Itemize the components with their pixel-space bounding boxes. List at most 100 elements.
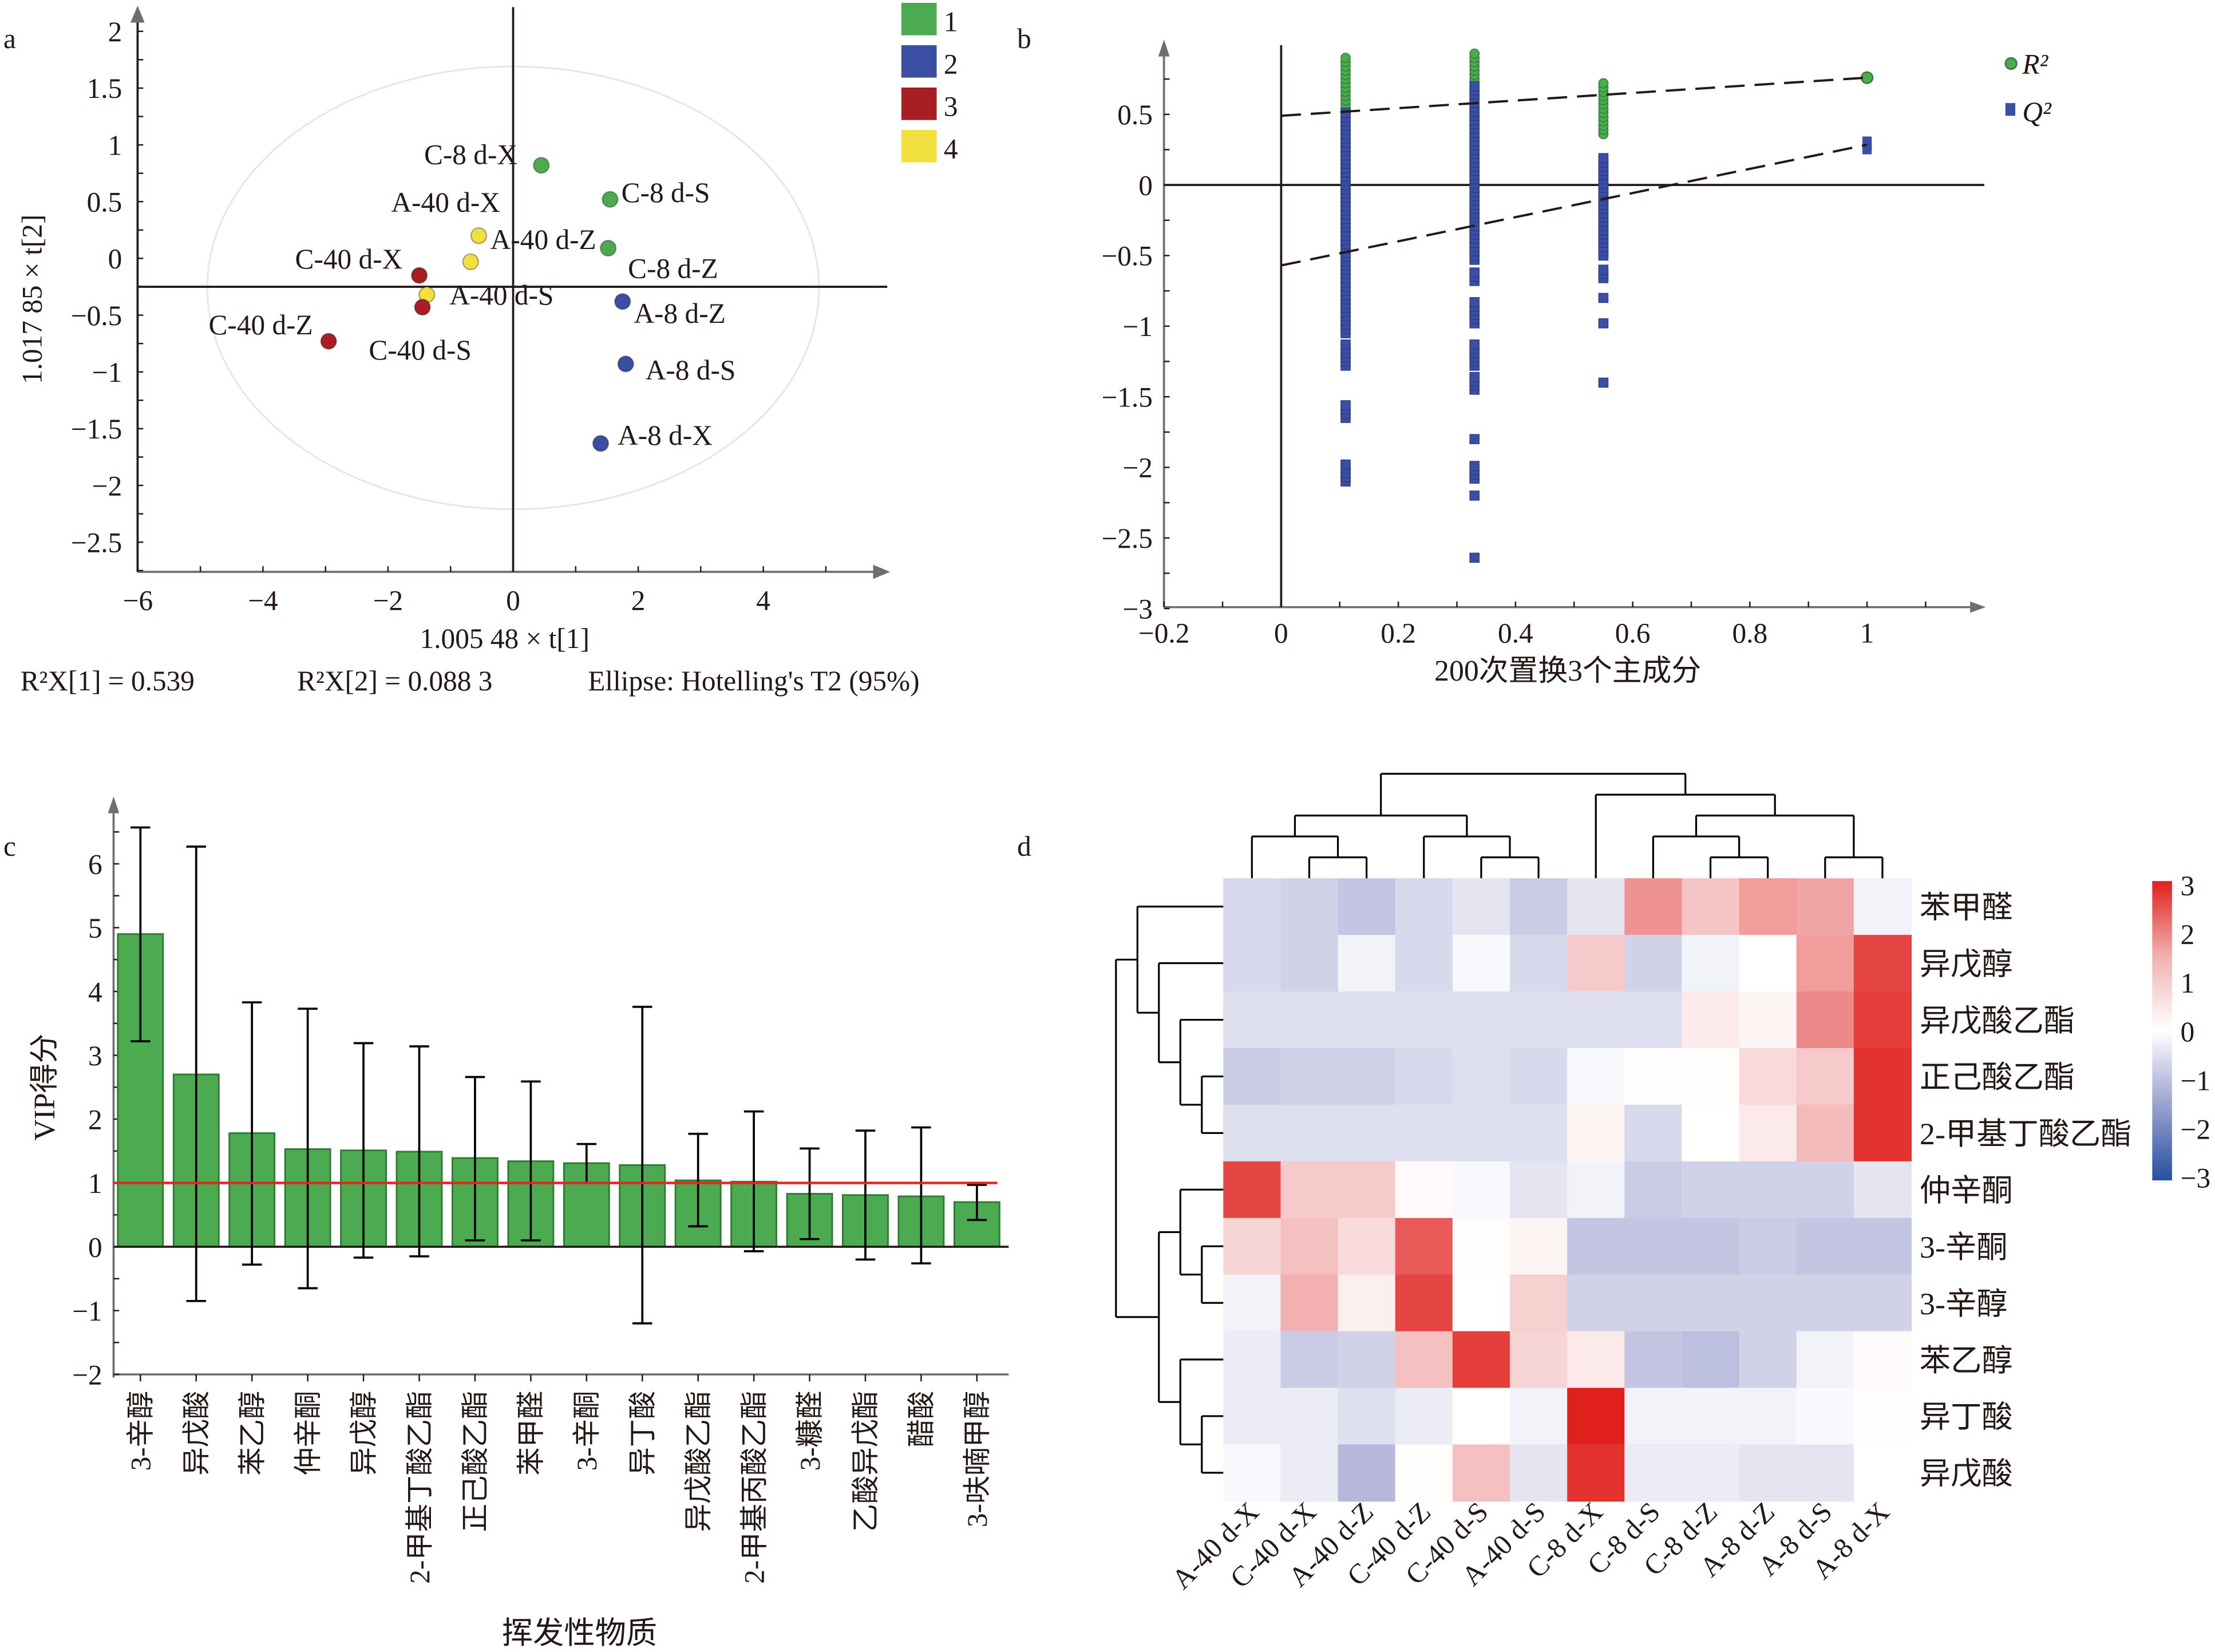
heatmap-cell [1280,1104,1339,1162]
y-tick-label: −3 [1122,593,1152,625]
category-label: 3-糠醛 [794,1391,826,1471]
heatmap-cell [1280,1388,1339,1445]
heatmap-cell [1280,1161,1339,1219]
heatmap-cell [1338,1161,1396,1219]
point-label: C-8 d-Z [628,252,718,284]
heatmap-cell [1567,935,1625,993]
heatmap-cell [1624,878,1683,936]
x-tick-label: 1 [1860,617,1874,649]
q2-original-point [1862,136,1872,146]
x-tick-label: 2 [631,585,646,616]
heatmap-cell [1395,1388,1453,1445]
score-point [532,156,550,174]
heatmap-cell [1452,1048,1510,1105]
panel-label-c: c [3,831,16,862]
score-point [414,298,431,316]
heatmap-cell [1223,1048,1281,1105]
q2-point [1340,339,1351,350]
legend-swatch-2 [901,45,937,78]
q2-point [1469,339,1480,350]
panel-a-pca-score-plot: −6 −4 −2 0 2 4 2 1.5 1 0.5 0 −0.5 −1 −1.5 −2 −2.5 1.005 … [17,2,958,697]
x-tick-label: −4 [248,585,278,616]
heatmap-cell [1624,1444,1683,1502]
legend-label: 1 [944,6,958,37]
heatmap-cell [1452,1161,1510,1219]
heatmap-cell [1280,1218,1339,1275]
legend-swatch-3 [901,87,937,120]
y-axis-arrow-icon [1158,39,1170,57]
heatmap-cell [1223,878,1281,936]
heatmap-cell [1624,1218,1683,1275]
colorbar [2152,881,2172,1181]
q2-point [1469,267,1480,278]
category-label: 异戊酸 [181,1391,212,1476]
q2-point [1469,434,1480,444]
heatmap-cell [1452,1331,1510,1389]
y-tick-label: 5 [88,912,102,944]
point-label: A-8 d-X [618,420,713,451]
heatmap-cell [1853,1048,1912,1105]
heatmap-cell [1567,1048,1625,1105]
heatmap-cell [1796,1388,1854,1445]
heatmap-cell [1796,1218,1854,1275]
ellipse-note: Ellipse: Hotelling's T2 (95%) [588,665,919,697]
heatmap-cell [1739,991,1797,1049]
heatmap-cell [1739,1274,1797,1332]
score-point [599,239,617,257]
heatmap-cell [1796,935,1854,993]
legend-label: 3 [944,90,958,122]
heatmap-cell [1223,1274,1281,1332]
heatmap-cell [1338,991,1396,1049]
y-tick-label: 3 [88,1040,102,1072]
heatmap-cell [1510,1104,1568,1162]
heatmap-cell [1682,1274,1740,1332]
heatmap-cell [1452,935,1510,993]
y-tick-label: −1 [1122,311,1152,342]
y-tick-label: 0.5 [87,187,122,218]
point-label: A-8 d-Z [634,298,725,329]
x-tick-label: 0 [506,585,520,616]
heatmap-cell [1510,878,1568,936]
category-label: 异戊醇 [348,1391,379,1476]
x-axis-arrow-icon [1970,601,1986,613]
heatmap-cell [1853,1274,1912,1332]
q2-point [1340,459,1351,470]
x-tick-label: −2 [373,585,403,616]
heatmap-cell [1223,1388,1281,1445]
panel-label-d: d [1017,831,1031,862]
row-label: 苯甲醛 [1920,890,2013,924]
legend-label: 4 [944,133,958,164]
row-label: 异戊醇 [1920,947,2013,981]
q2-point [1598,153,1609,164]
legend-swatch-4 [901,129,937,163]
heatmap-cell [1624,1331,1683,1389]
r2-point [1469,48,1480,59]
y-tick-label: 2 [88,1104,102,1135]
y-tick-label: −2 [72,1359,102,1390]
panel-c-vip-bar-chart: 6 5 4 3 2 1 0 −1 −2 3-辛醇 异戊酸 苯乙醇 仲辛酮 异戊醇 2-甲基丁酸乙酯 正己酸乙酯… [29,796,1009,1650]
heatmap-cell [1280,1274,1339,1332]
heatmap-cell [1223,991,1281,1049]
heatmap-cell [1280,991,1339,1049]
q2-regression-line [1281,143,1868,267]
x-tick-label: 0.4 [1498,617,1533,649]
point-label: A-40 d-Z [491,224,596,255]
heatmap-cell [1395,1161,1453,1219]
heatmap-cell [1739,1104,1797,1162]
heatmap-cell [1853,1218,1912,1275]
heatmap-cell [1567,878,1625,936]
heatmap-cell [1682,1331,1740,1389]
colorbar-tick-label: 2 [2181,919,2195,950]
heatmap-cell [1624,1388,1683,1445]
legend-r2-label: R² [2022,48,2048,80]
y-tick-label: 6 [88,848,102,880]
heatmap-cell [1338,935,1396,993]
heatmap-cell [1624,991,1683,1049]
category-label: 苯甲醛 [516,1391,547,1476]
heatmap-cell [1338,1218,1396,1275]
y-tick-label: 0.5 [1117,99,1153,131]
heatmap-cell [1796,1331,1854,1389]
heatmap-cell [1853,1161,1912,1219]
heatmap-cell [1739,878,1797,936]
